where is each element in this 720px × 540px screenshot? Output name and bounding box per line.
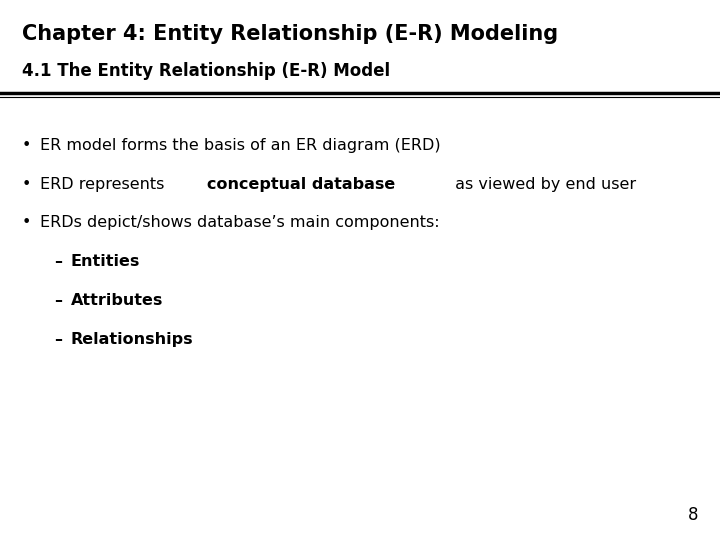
Text: as viewed by end user: as viewed by end user bbox=[449, 177, 636, 192]
Text: •: • bbox=[22, 215, 31, 231]
Text: –: – bbox=[54, 332, 62, 347]
Text: ERD represents: ERD represents bbox=[40, 177, 169, 192]
Text: 4.1 The Entity Relationship (E-R) Model: 4.1 The Entity Relationship (E-R) Model bbox=[22, 62, 390, 80]
Text: –: – bbox=[54, 293, 62, 308]
Text: Entities: Entities bbox=[71, 254, 140, 269]
Text: ER model forms the basis of an ER diagram (ERD): ER model forms the basis of an ER diagra… bbox=[40, 138, 440, 153]
Text: •: • bbox=[22, 177, 31, 192]
Text: •: • bbox=[22, 138, 31, 153]
Text: conceptual database: conceptual database bbox=[207, 177, 395, 192]
Text: ERDs depict/shows database’s main components:: ERDs depict/shows database’s main compon… bbox=[40, 215, 439, 231]
Text: 8: 8 bbox=[688, 506, 698, 524]
Text: Attributes: Attributes bbox=[71, 293, 163, 308]
Text: Chapter 4: Entity Relationship (E-R) Modeling: Chapter 4: Entity Relationship (E-R) Mod… bbox=[22, 24, 558, 44]
Text: –: – bbox=[54, 254, 62, 269]
Text: Relationships: Relationships bbox=[71, 332, 193, 347]
